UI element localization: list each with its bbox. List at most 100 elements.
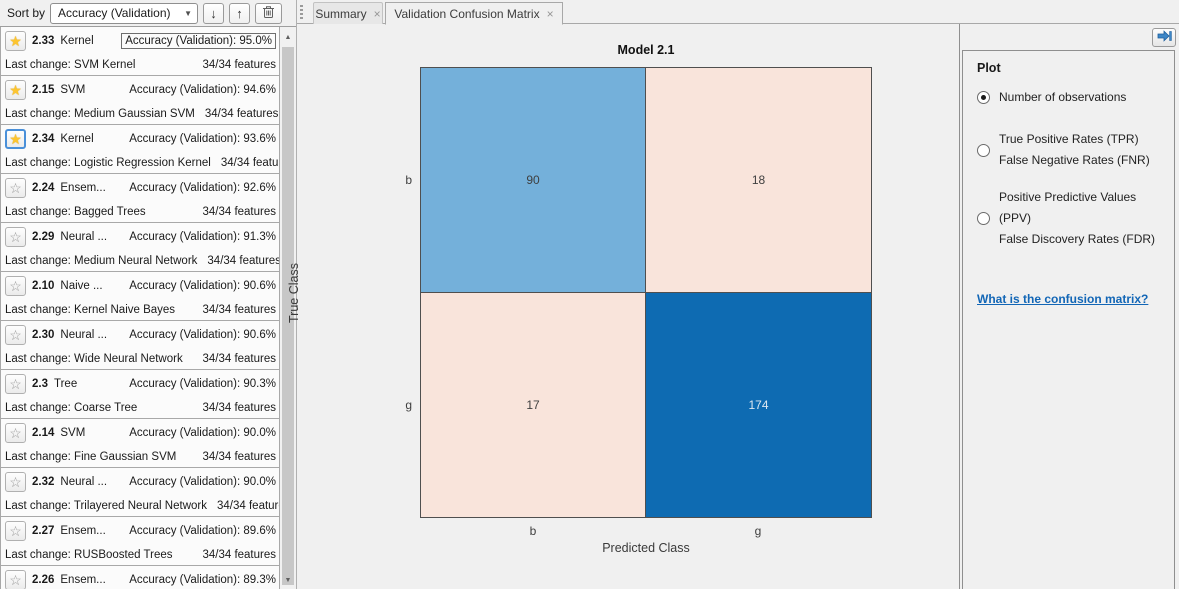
model-list-panel: Sort by Accuracy (Validation) ▼ ↓ ↑: [0, 0, 297, 589]
model-list-item[interactable]: ☆ 2.26 Ensem... Accuracy (Validation): 89.3…: [0, 565, 280, 589]
features-count: 34/34 features: [202, 401, 276, 414]
features-count: 34/34 features: [202, 450, 276, 463]
model-list: ★ 2.33 Kernel Accuracy (Validation): 95.0% L…: [0, 27, 280, 589]
plot-option-group: Number of observations True Positive Rate…: [977, 87, 1168, 250]
model-detail-line: Last change: Fine Gaussian SVM 34/34 feat…: [1, 446, 279, 467]
favorite-star-outline-icon[interactable]: ☆: [5, 471, 26, 492]
plot-option[interactable]: True Positive Rates (TPR) False Negative …: [977, 129, 1168, 171]
model-number: 2.34: [32, 132, 55, 145]
document-tab-bar: Summary × Validation Confusion Matrix ×: [297, 0, 1179, 25]
model-number: 2.3: [32, 377, 48, 390]
model-summary-line: ☆ 2.10 Naive ... Accuracy (Validation): 90.…: [1, 272, 279, 299]
option-label-line: Number of observations: [999, 90, 1127, 104]
model-summary-line: ☆ 2.24 Ensem... Accuracy (Validation): 92.6…: [1, 174, 279, 201]
tab-summary[interactable]: Summary ×: [313, 2, 383, 24]
accuracy-value: Accuracy (Validation): 94.6%: [129, 83, 276, 96]
matrix-cell-b-g: 18: [646, 68, 871, 293]
model-list-item[interactable]: ☆ 2.14 SVM Accuracy (Validation): 90.0% Last…: [0, 418, 280, 468]
plot-option[interactable]: Number of observations: [977, 87, 1168, 108]
x-axis-label: Predicted Class: [602, 541, 690, 555]
close-icon[interactable]: ×: [373, 6, 381, 21]
accuracy-value: Accuracy (Validation): 89.3%: [129, 573, 276, 586]
model-list-item[interactable]: ☆ 2.24 Ensem... Accuracy (Validation): 92.6…: [0, 173, 280, 223]
sort-ascending-button[interactable]: ↑: [229, 2, 251, 24]
sort-by-value: Accuracy (Validation): [58, 6, 171, 20]
model-list-item[interactable]: ★ 2.33 Kernel Accuracy (Validation): 95.0% L…: [0, 27, 280, 76]
accuracy-value: Accuracy (Validation): 90.0%: [129, 426, 276, 439]
favorite-star-icon[interactable]: ★: [5, 79, 26, 100]
favorite-star-outline-icon[interactable]: ☆: [5, 569, 26, 589]
tab-validation-confusion-matrix[interactable]: Validation Confusion Matrix ×: [385, 2, 563, 25]
model-list-item[interactable]: ☆ 2.32 Neural ... Accuracy (Validation): 90…: [0, 467, 280, 517]
delete-model-button[interactable]: [255, 2, 283, 24]
matrix-cell-g-g: 174: [646, 292, 871, 517]
favorite-star-outline-icon[interactable]: ☆: [5, 520, 26, 541]
confusion-matrix-help-link[interactable]: What is the confusion matrix?: [977, 292, 1149, 306]
model-list-scrollbar[interactable]: ▲ ▼: [280, 27, 296, 589]
sort-descending-button[interactable]: ↓: [203, 2, 225, 24]
star-glyph: ☆: [9, 228, 22, 245]
cell-value: 17: [526, 397, 540, 412]
cell-value: 174: [748, 397, 769, 412]
model-detail-line: Last change: Logistic Regression Kernel 3…: [1, 152, 279, 173]
model-type: Kernel: [60, 132, 94, 145]
model-summary-line: ☆ 2.3 Tree Accuracy (Validation): 90.3%: [1, 370, 279, 397]
model-list-item[interactable]: ★ 2.15 SVM Accuracy (Validation): 94.6% Last…: [0, 75, 280, 125]
last-change-text: Last change: Trilayered Neural Network: [5, 499, 207, 512]
model-list-item[interactable]: ☆ 2.29 Neural ... Accuracy (Validation): 91…: [0, 222, 280, 272]
splitter-grip-icon[interactable]: [300, 5, 303, 20]
favorite-star-outline-icon[interactable]: ☆: [5, 177, 26, 198]
radio-unselected-icon[interactable]: [977, 143, 990, 157]
favorite-star-outline-icon[interactable]: ☆: [5, 226, 26, 247]
model-list-item[interactable]: ☆ 2.27 Ensem... Accuracy (Validation): 89.6…: [0, 516, 280, 566]
plot-option[interactable]: Positive Predictive Values (PPV) False Di…: [977, 187, 1168, 250]
plot-section-title: Plot: [977, 61, 1001, 75]
model-summary-line: ☆ 2.26 Ensem... Accuracy (Validation): 89.3…: [1, 566, 279, 589]
model-list-item[interactable]: ★ 2.34 Kernel Accuracy (Validation): 93.6% L…: [0, 124, 280, 174]
star-glyph: ☆: [9, 277, 22, 294]
model-type: Tree: [54, 377, 78, 390]
features-count: 34/34 features: [220, 156, 279, 169]
accuracy-value: Accuracy (Validation): 92.6%: [129, 181, 276, 194]
model-number: 2.14: [32, 426, 55, 439]
favorite-star-icon[interactable]: ★: [5, 30, 26, 51]
accuracy-value: Accuracy (Validation): 90.3%: [129, 377, 276, 390]
features-count: 34/34 features: [202, 205, 276, 218]
features-count: 34/34 features: [202, 303, 276, 316]
favorite-star-outline-icon[interactable]: ☆: [5, 373, 26, 394]
accuracy-value: Accuracy (Validation): 90.6%: [129, 328, 276, 341]
features-count: 34/34 features: [202, 58, 276, 71]
accuracy-value: Accuracy (Validation): 90.0%: [129, 475, 276, 488]
triangle-down-icon: ▼: [284, 576, 292, 584]
collapse-panel-button[interactable]: [1152, 28, 1176, 47]
last-change-text: Last change: RUSBoosted Trees: [5, 548, 173, 561]
model-list-item[interactable]: ☆ 2.10 Naive ... Accuracy (Validation): 90.…: [0, 271, 280, 321]
last-change-text: Last change: SVM Kernel: [5, 58, 136, 71]
favorite-star-icon[interactable]: ★: [5, 128, 26, 149]
star-glyph: ☆: [9, 326, 22, 343]
scrollbar-up-button[interactable]: ▲: [280, 29, 296, 45]
model-detail-line: Last change: Kernel Naive Bayes 34/34 fea…: [1, 299, 279, 320]
matrix-cell-b-b: 90: [421, 68, 646, 293]
cell-value: 90: [526, 172, 540, 187]
favorite-star-outline-icon[interactable]: ☆: [5, 422, 26, 443]
model-type: Neural ...: [60, 328, 108, 341]
model-list-item[interactable]: ☆ 2.3 Tree Accuracy (Validation): 90.3% Last…: [0, 369, 280, 419]
model-number: 2.26: [32, 573, 55, 586]
favorite-star-outline-icon[interactable]: ☆: [5, 324, 26, 345]
close-icon[interactable]: ×: [546, 6, 554, 21]
scrollbar-down-button[interactable]: ▼: [280, 572, 296, 588]
sort-by-dropdown[interactable]: Accuracy (Validation) ▼: [50, 2, 199, 24]
radio-unselected-icon[interactable]: [977, 212, 990, 225]
model-type: Neural ...: [60, 230, 108, 243]
star-glyph: ☆: [9, 473, 22, 490]
favorite-star-outline-icon[interactable]: ☆: [5, 275, 26, 296]
model-list-item[interactable]: ☆ 2.30 Neural ... Accuracy (Validation): 90…: [0, 320, 280, 370]
model-type: Naive ...: [60, 279, 103, 292]
scrollbar-thumb[interactable]: [282, 47, 294, 585]
radio-selected-icon[interactable]: [977, 91, 990, 104]
best-accuracy-value: Accuracy (Validation): 95.0%: [121, 32, 276, 49]
features-count: 34/34 features: [202, 352, 276, 365]
last-change-text: Last change: Medium Neural Network: [5, 254, 198, 267]
y-tick-label: g: [405, 398, 412, 412]
